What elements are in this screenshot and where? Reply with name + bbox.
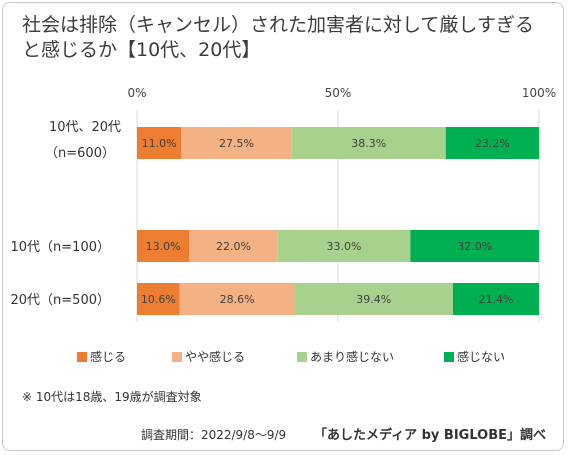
chart-frame <box>2 2 564 451</box>
legend-swatch <box>444 352 454 362</box>
bar-segment <box>137 230 190 262</box>
data-label: 21.4% <box>479 293 514 306</box>
legend-label: やや感じる <box>185 349 245 364</box>
category-label: 20代（n=500） <box>11 293 111 308</box>
bar-segment <box>277 230 411 262</box>
data-label: 13.0% <box>146 240 181 253</box>
chart-title-line-1: 社会は排除（キャンセル）された加害者に対して厳しすぎる <box>22 14 535 36</box>
category-label: 10代、20代 <box>49 120 121 135</box>
legend-label: 感じない <box>457 349 505 364</box>
survey-period: 調査期間：2022/9/8～9/9 <box>140 428 287 442</box>
bar-segment <box>445 127 539 159</box>
data-label: 39.4% <box>356 293 391 306</box>
bar-segment <box>291 127 446 159</box>
footnote: ※ 10代は18歳、19歳が調査対象 <box>22 390 202 404</box>
bar-segment <box>137 283 180 315</box>
data-label: 28.6% <box>220 293 255 306</box>
bar-segment <box>189 230 278 262</box>
category-label: （n=600） <box>45 146 115 161</box>
bar-segment <box>294 283 453 315</box>
data-label: 11.0% <box>142 137 177 150</box>
data-label: 33.0% <box>327 240 362 253</box>
data-label: 22.0% <box>216 240 251 253</box>
bar-segment <box>410 230 539 262</box>
source-credit: 「あしたメディア by BIGLOBE」調べ <box>314 428 546 443</box>
bar-segment <box>181 127 292 159</box>
x-tick-label: 100% <box>522 86 556 100</box>
chart-title-line-2: と感じるか【10代、20代】 <box>22 39 261 61</box>
bar-segment <box>137 127 182 159</box>
legend-label: 感じる <box>90 349 126 364</box>
category-label: 10代（n=100） <box>11 240 111 255</box>
legend-swatch <box>172 352 182 362</box>
chart-title: 社会は排除（キャンセル）された加害者に対して厳しすぎる と感じるか【10代、20… <box>22 13 552 63</box>
data-label: 10.6% <box>141 293 176 306</box>
x-tick-label: 50% <box>325 86 352 100</box>
bar-segment <box>179 283 295 315</box>
bar-segment <box>452 283 539 315</box>
footer: 調査期間：2022/9/8～9/9 「あしたメディア by BIGLOBE」調べ <box>0 424 546 443</box>
legend-label: あまり感じない <box>310 349 394 364</box>
data-label: 32.0% <box>457 240 492 253</box>
legend-swatch <box>297 352 307 362</box>
data-label: 38.3% <box>351 137 386 150</box>
data-label: 27.5% <box>219 137 254 150</box>
x-tick-label: 0% <box>127 86 146 100</box>
legend-swatch <box>77 352 87 362</box>
data-label: 23.2% <box>475 137 510 150</box>
